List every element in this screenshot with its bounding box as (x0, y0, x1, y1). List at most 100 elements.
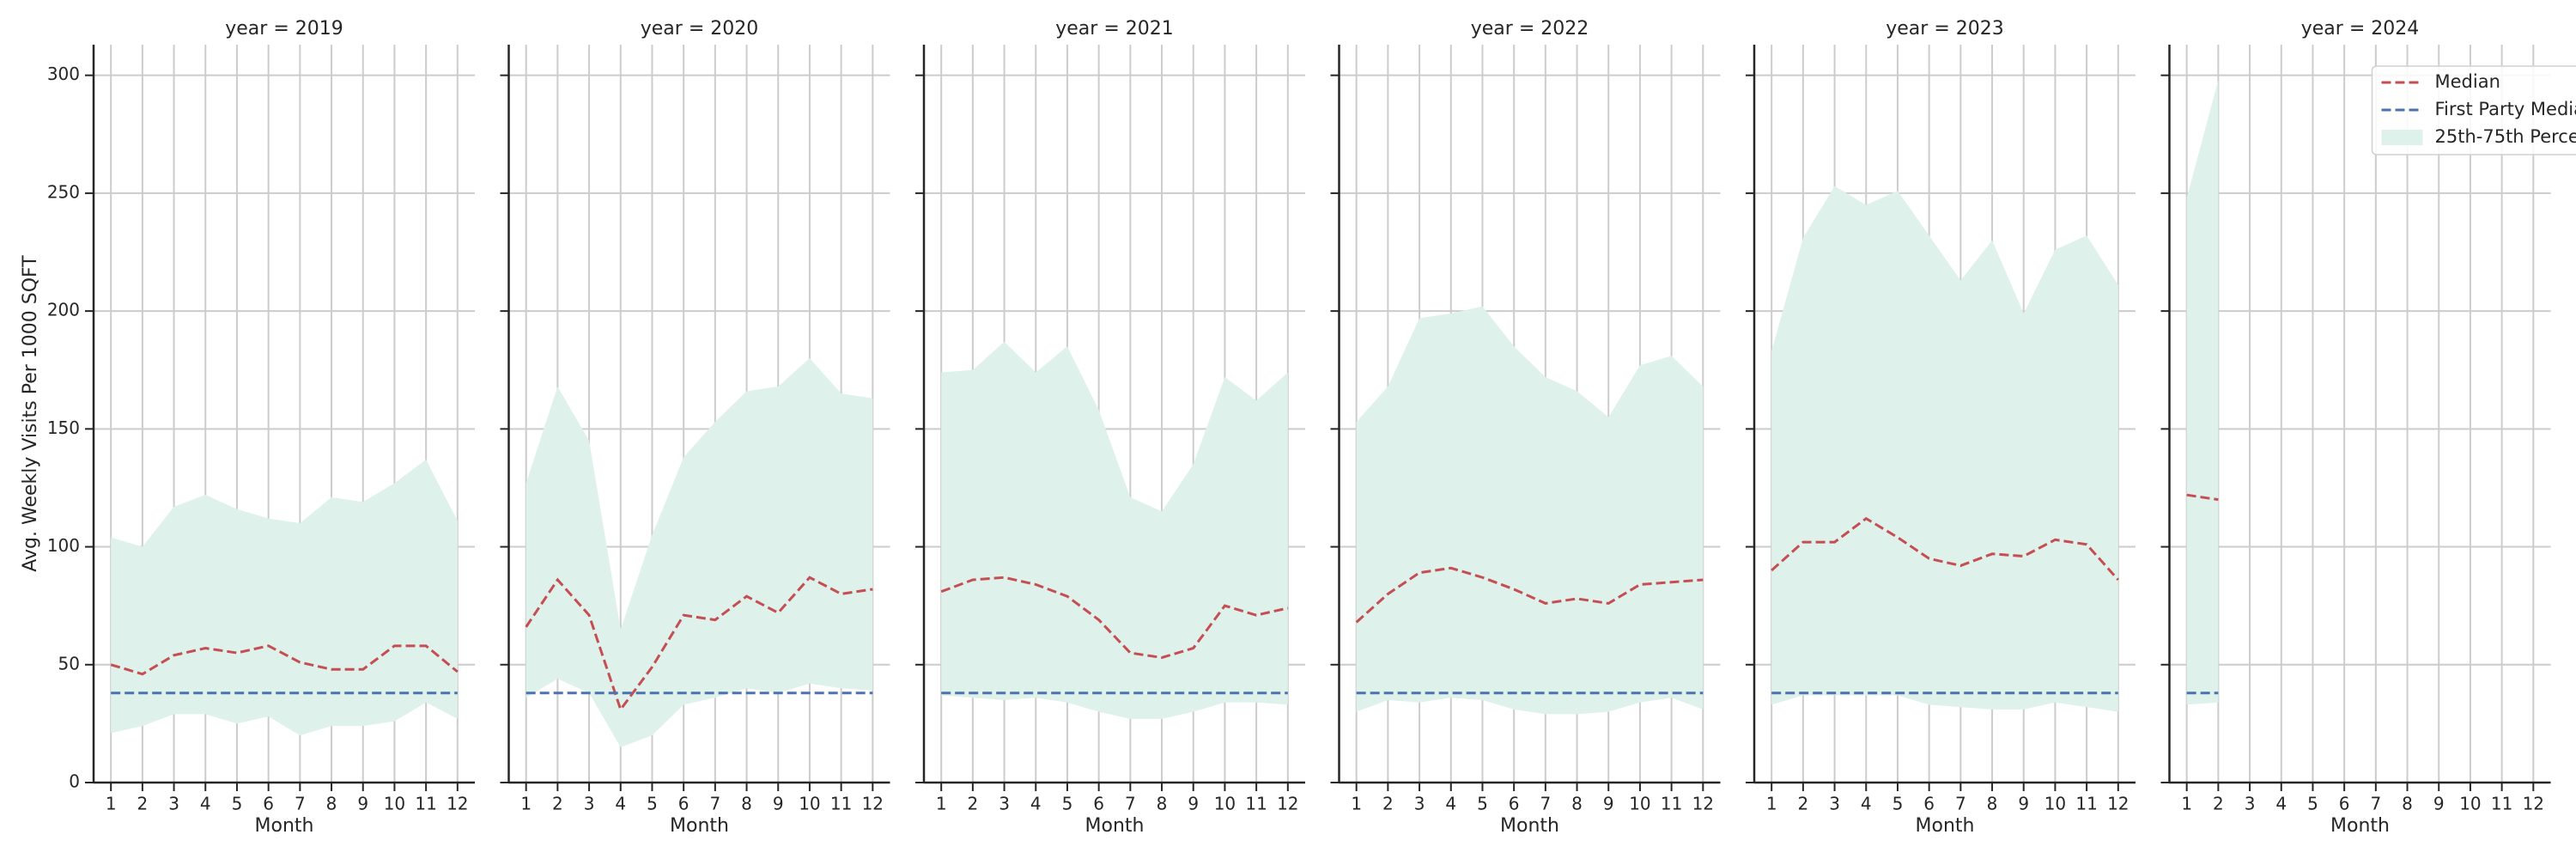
x-axis-label: Month (1916, 815, 1975, 837)
x-tick-label: 6 (1093, 794, 1104, 814)
x-tick-label: 6 (1509, 794, 1520, 814)
x-axis-label: Month (255, 815, 314, 837)
x-tick-label: 2 (552, 794, 563, 814)
percentile-band (2186, 80, 2219, 705)
x-tick-label: 6 (1923, 794, 1935, 814)
y-tick-label: 100 (47, 535, 80, 556)
x-tick-label: 10 (1214, 794, 1236, 814)
x-tick-label: 6 (2339, 794, 2350, 814)
x-tick-label: 8 (1987, 794, 1998, 814)
x-tick-label: 2 (1382, 794, 1394, 814)
x-tick-label: 7 (1125, 794, 1136, 814)
facet-title: year = 2023 (1886, 18, 2004, 40)
x-tick-label: 9 (1188, 794, 1199, 814)
x-tick-label: 12 (447, 794, 468, 814)
x-tick-label: 3 (2245, 794, 2256, 814)
x-tick-label: 11 (415, 794, 436, 814)
x-tick-label: 9 (2433, 794, 2445, 814)
x-tick-label: 9 (1603, 794, 1614, 814)
x-tick-label: 3 (999, 794, 1010, 814)
x-tick-label: 5 (1062, 794, 1073, 814)
x-tick-label: 11 (1245, 794, 1267, 814)
percentile-band (111, 460, 458, 736)
y-tick-label: 200 (47, 300, 80, 320)
x-tick-label: 8 (741, 794, 752, 814)
y-tick-label: 150 (47, 417, 80, 438)
legend-box (2371, 65, 2576, 155)
x-tick-label: 10 (2044, 794, 2066, 814)
x-axis-label: Month (670, 815, 729, 837)
x-tick-label: 6 (678, 794, 690, 814)
x-tick-label: 12 (862, 794, 884, 814)
x-tick-label: 1 (936, 794, 947, 814)
x-tick-label: 8 (326, 794, 337, 814)
x-tick-label: 1 (106, 794, 117, 814)
x-tick-label: 2 (1798, 794, 1809, 814)
x-tick-label: 5 (2307, 794, 2318, 814)
y-tick-label: 300 (47, 64, 80, 84)
x-axis-label: Month (1500, 815, 1559, 837)
x-tick-label: 3 (1829, 794, 1840, 814)
median-line (110, 644, 459, 676)
y-tick-label: 0 (69, 771, 80, 792)
x-tick-label: 5 (647, 794, 658, 814)
x-tick-label: 11 (830, 794, 852, 814)
x-tick-label: 7 (2370, 794, 2381, 814)
x-tick-label: 2 (2213, 794, 2224, 814)
x-tick-label: 1 (1351, 794, 1362, 814)
y-tick-label: 50 (58, 653, 80, 673)
x-tick-label: 1 (2181, 794, 2192, 814)
legend-label: First Party Median (2435, 99, 2576, 119)
median-line (525, 576, 873, 713)
x-tick-label: 4 (1861, 794, 1872, 814)
facet-title: year = 2020 (641, 18, 759, 40)
x-tick-label: 5 (1893, 794, 1904, 814)
legend-label: Median (2435, 71, 2500, 92)
facet-title: year = 2024 (2301, 18, 2420, 40)
legend-label: 25th-75th Percentile (2435, 126, 2576, 147)
x-tick-label: 7 (709, 794, 720, 814)
x-axis-label: Month (2330, 815, 2390, 837)
legend-swatch (2381, 130, 2423, 145)
x-tick-label: 11 (2491, 794, 2512, 814)
x-tick-label: 2 (968, 794, 979, 814)
median-line (940, 576, 1289, 660)
x-tick-label: 10 (384, 794, 405, 814)
x-tick-label: 4 (1445, 794, 1456, 814)
x-tick-label: 10 (2459, 794, 2481, 814)
x-tick-label: 4 (2275, 794, 2287, 814)
x-tick-label: 6 (263, 794, 274, 814)
x-tick-label: 5 (1477, 794, 1488, 814)
x-tick-label: 1 (520, 794, 532, 814)
x-tick-label: 10 (1629, 794, 1650, 814)
facet-title: year = 2022 (1471, 18, 1589, 40)
x-tick-label: 12 (2523, 794, 2544, 814)
x-tick-label: 4 (615, 794, 626, 814)
x-axis-label: Month (1085, 815, 1145, 837)
x-tick-label: 8 (1157, 794, 1168, 814)
percentile-band (941, 341, 1288, 719)
x-tick-label: 9 (357, 794, 368, 814)
x-tick-label: 4 (200, 794, 211, 814)
x-tick-label: 5 (232, 794, 243, 814)
x-tick-label: 9 (773, 794, 784, 814)
x-tick-label: 8 (2402, 794, 2413, 814)
x-tick-label: 1 (1766, 794, 1777, 814)
percentile-band (526, 358, 873, 747)
median-line (1355, 566, 1704, 624)
x-tick-label: 7 (1540, 794, 1551, 814)
facet-title: year = 2019 (225, 18, 343, 40)
y-tick-label: 250 (47, 181, 80, 202)
x-tick-label: 12 (1692, 794, 1714, 814)
x-tick-label: 7 (1955, 794, 1966, 814)
x-tick-label: 4 (1030, 794, 1042, 814)
x-tick-label: 7 (295, 794, 306, 814)
x-tick-label: 8 (1571, 794, 1583, 814)
x-tick-label: 9 (2018, 794, 2029, 814)
facet-title: year = 2021 (1055, 18, 1174, 40)
x-tick-label: 3 (168, 794, 179, 814)
median-line (2186, 493, 2219, 502)
x-tick-label: 3 (584, 794, 595, 814)
